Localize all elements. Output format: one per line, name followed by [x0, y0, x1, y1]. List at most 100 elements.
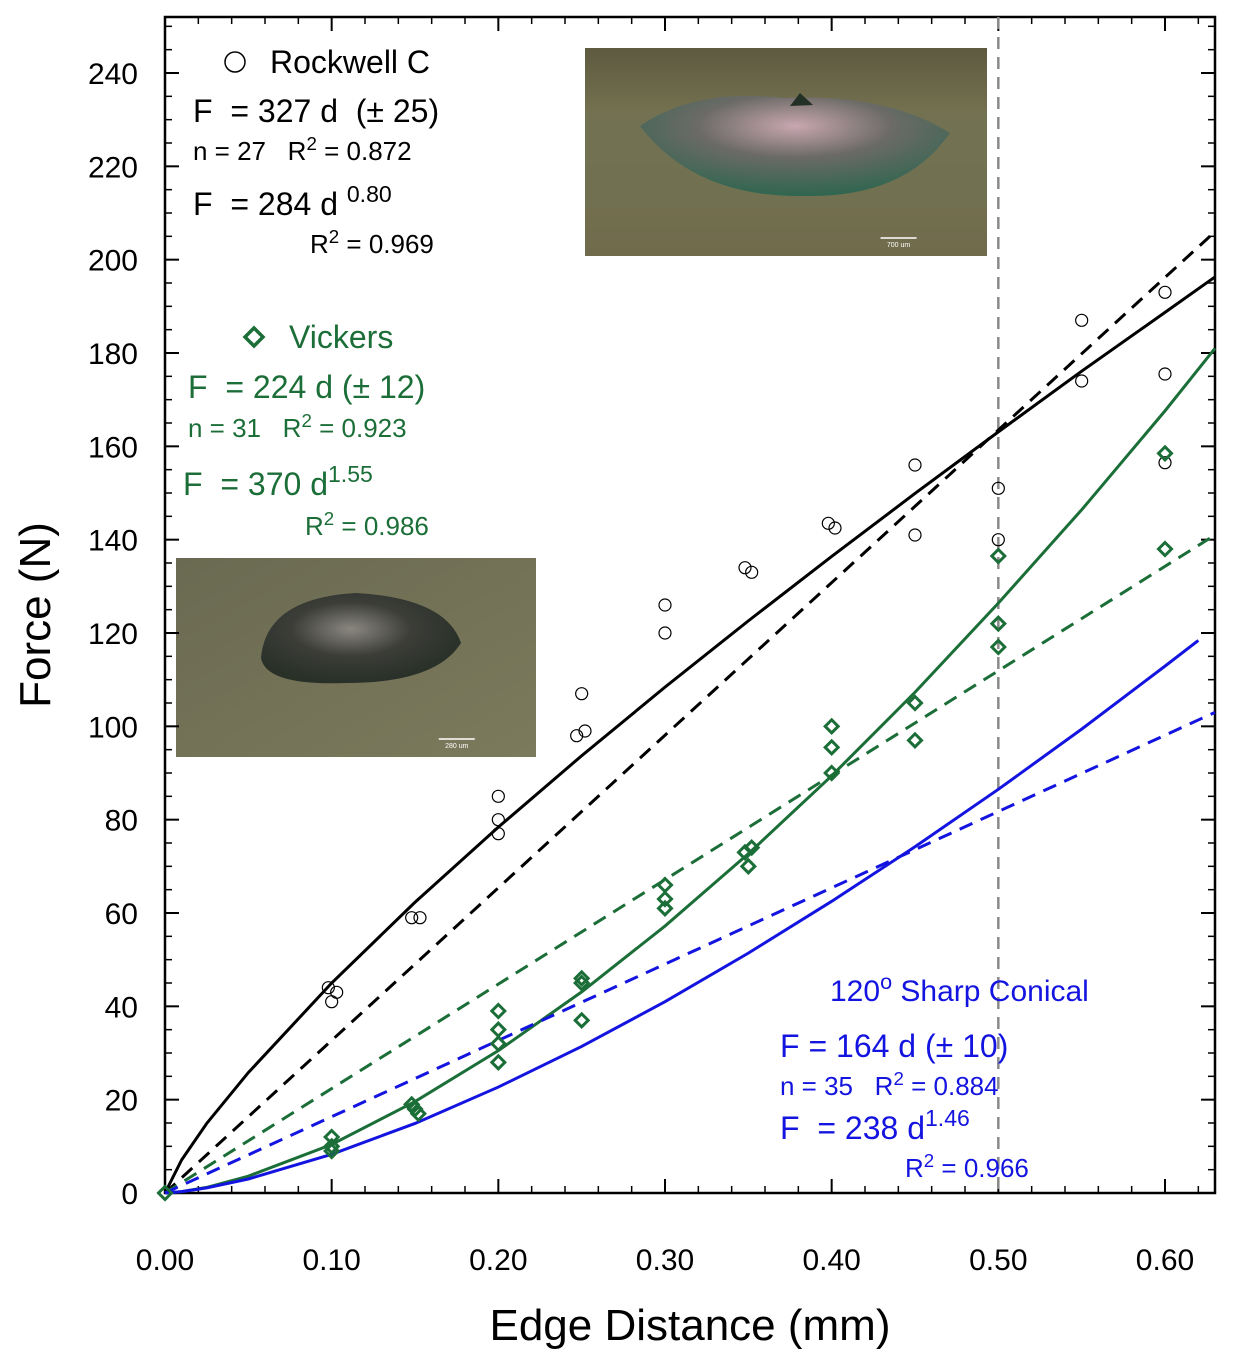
- annotation-superscript: 0.80: [347, 181, 392, 207]
- annotation-text: = 0.884: [904, 1071, 999, 1101]
- annotation-superscript: 1.46: [925, 1105, 970, 1131]
- plot-area: 0.00 0.10 0.20 0.30 0.40 0.50 0.60 0 20 40 60 80 100…: [88, 15, 1217, 1277]
- y-tick-label: 40: [105, 991, 138, 1024]
- y-tick-label: 60: [105, 898, 138, 931]
- marker-circle: [1158, 456, 1172, 470]
- annotation: F = 224 d (± 12): [188, 369, 425, 405]
- annotation-text: F = 370 d: [183, 466, 328, 502]
- annotation-text: n = 31 R: [188, 413, 301, 443]
- annotation-text: = 0.872: [317, 136, 412, 166]
- annotation-superscript: 1.55: [328, 461, 373, 487]
- legend-marker: [242, 325, 266, 349]
- annotation: R2 = 0.986: [305, 508, 429, 542]
- plot-frame: [163, 15, 1217, 1195]
- annotation: F = 238 d1.46: [780, 1105, 970, 1146]
- marker-diamond: [656, 890, 674, 908]
- marker-diamond: [573, 974, 591, 992]
- x-tick-label: 0.00: [136, 1244, 194, 1277]
- marker-diamond: [489, 1053, 507, 1071]
- marker-diamond: [156, 1184, 174, 1202]
- marker-circle: [491, 813, 505, 827]
- x-tick-label: 0.20: [469, 1244, 527, 1277]
- annotation-superscript: 2: [329, 226, 339, 247]
- x-tick-label: 0.50: [969, 1244, 1027, 1277]
- marker-diamond: [323, 1137, 341, 1155]
- annotation-text: = 0.969: [339, 229, 434, 259]
- marker-diamond: [573, 1011, 591, 1029]
- annotation-superscript: 2: [306, 133, 316, 154]
- legend-label: Rockwell C: [270, 44, 430, 80]
- marker-circle: [738, 561, 752, 575]
- y-tick-label: 220: [88, 151, 138, 184]
- annotation: F = 370 d1.55: [183, 461, 373, 502]
- x-tick-label: 0.30: [636, 1244, 694, 1277]
- marker-diamond: [906, 694, 924, 712]
- annotation: n = 35 R2 = 0.884: [780, 1068, 999, 1102]
- marker-diamond: [989, 547, 1007, 565]
- marker-circle: [745, 565, 759, 579]
- marker-diamond: [1156, 444, 1174, 462]
- marker-circle: [991, 481, 1005, 495]
- marker-circle: [405, 911, 419, 925]
- marker-diamond: [573, 969, 591, 987]
- annotation-text: 120: [830, 975, 880, 1008]
- marker-diamond: [656, 876, 674, 894]
- annotation-text: = 0.923: [312, 413, 407, 443]
- fit-line-linear: [163, 230, 1217, 1195]
- inset-scale-label: 700 um: [887, 242, 911, 249]
- x-axis-title: Edge Distance (mm): [489, 1301, 890, 1350]
- inset-dent: [790, 93, 813, 106]
- marker-diamond: [823, 717, 841, 735]
- marker-diamond: [409, 1105, 427, 1123]
- marker-circle: [1158, 367, 1172, 381]
- annotation-text: n = 27 R: [193, 136, 306, 166]
- marker-circle: [578, 724, 592, 738]
- annotation-superscript: 2: [893, 1068, 903, 1089]
- annotation-text: F = 284 d: [193, 186, 347, 222]
- x-tick-label: 0.40: [802, 1244, 860, 1277]
- marker-circle: [1075, 374, 1089, 388]
- annotation-superscript: o: [880, 969, 892, 994]
- y-tick-label: 200: [88, 245, 138, 278]
- x-tick-label: 0.60: [1136, 1244, 1194, 1277]
- y-tick-label: 120: [88, 618, 138, 651]
- marker-circle: [1158, 285, 1172, 299]
- annotation-text: = 0.986: [334, 511, 429, 541]
- annotation-text: F = 238 d: [780, 1110, 925, 1146]
- x-tick-label: 0.10: [302, 1244, 360, 1277]
- marker-circle: [1075, 313, 1089, 327]
- annotation: F = 164 d (± 10): [780, 1028, 1008, 1064]
- fit-line-power: [163, 275, 1216, 1194]
- marker-diamond: [656, 899, 674, 917]
- marker-diamond: [739, 857, 757, 875]
- annotation: R2 = 0.969: [310, 226, 434, 260]
- marker-diamond: [743, 839, 761, 857]
- annotation-superscript: 2: [324, 508, 334, 529]
- fit-line-power: [164, 639, 1200, 1195]
- marker-circle: [828, 521, 842, 535]
- annotation-text: R: [305, 511, 324, 541]
- annotation-text: F = 164 d (± 10): [780, 1028, 1008, 1064]
- annotation: F = 284 d 0.80: [193, 181, 392, 222]
- marker-diamond: [1156, 540, 1174, 558]
- marker-circle: [821, 516, 835, 530]
- y-tick-label: 140: [88, 525, 138, 558]
- marker-circle: [658, 626, 672, 640]
- marker-circle: [325, 995, 339, 1009]
- y-tick-label: 240: [88, 58, 138, 91]
- annotation-superscript: 2: [924, 1150, 934, 1171]
- y-tick-label: 20: [105, 1085, 138, 1118]
- marker-circle: [413, 911, 427, 925]
- y-tick-label: 100: [88, 711, 138, 744]
- marker-circle: [908, 528, 922, 542]
- marker-circle: [575, 687, 589, 701]
- legend-marker: [224, 51, 246, 73]
- annotation-superscript: 2: [301, 410, 311, 431]
- marker-circle: [570, 729, 584, 743]
- marker-diamond: [989, 615, 1007, 633]
- marker-circle: [321, 981, 335, 995]
- marker-diamond: [906, 731, 924, 749]
- annotation: F = 327 d (± 25): [193, 93, 439, 129]
